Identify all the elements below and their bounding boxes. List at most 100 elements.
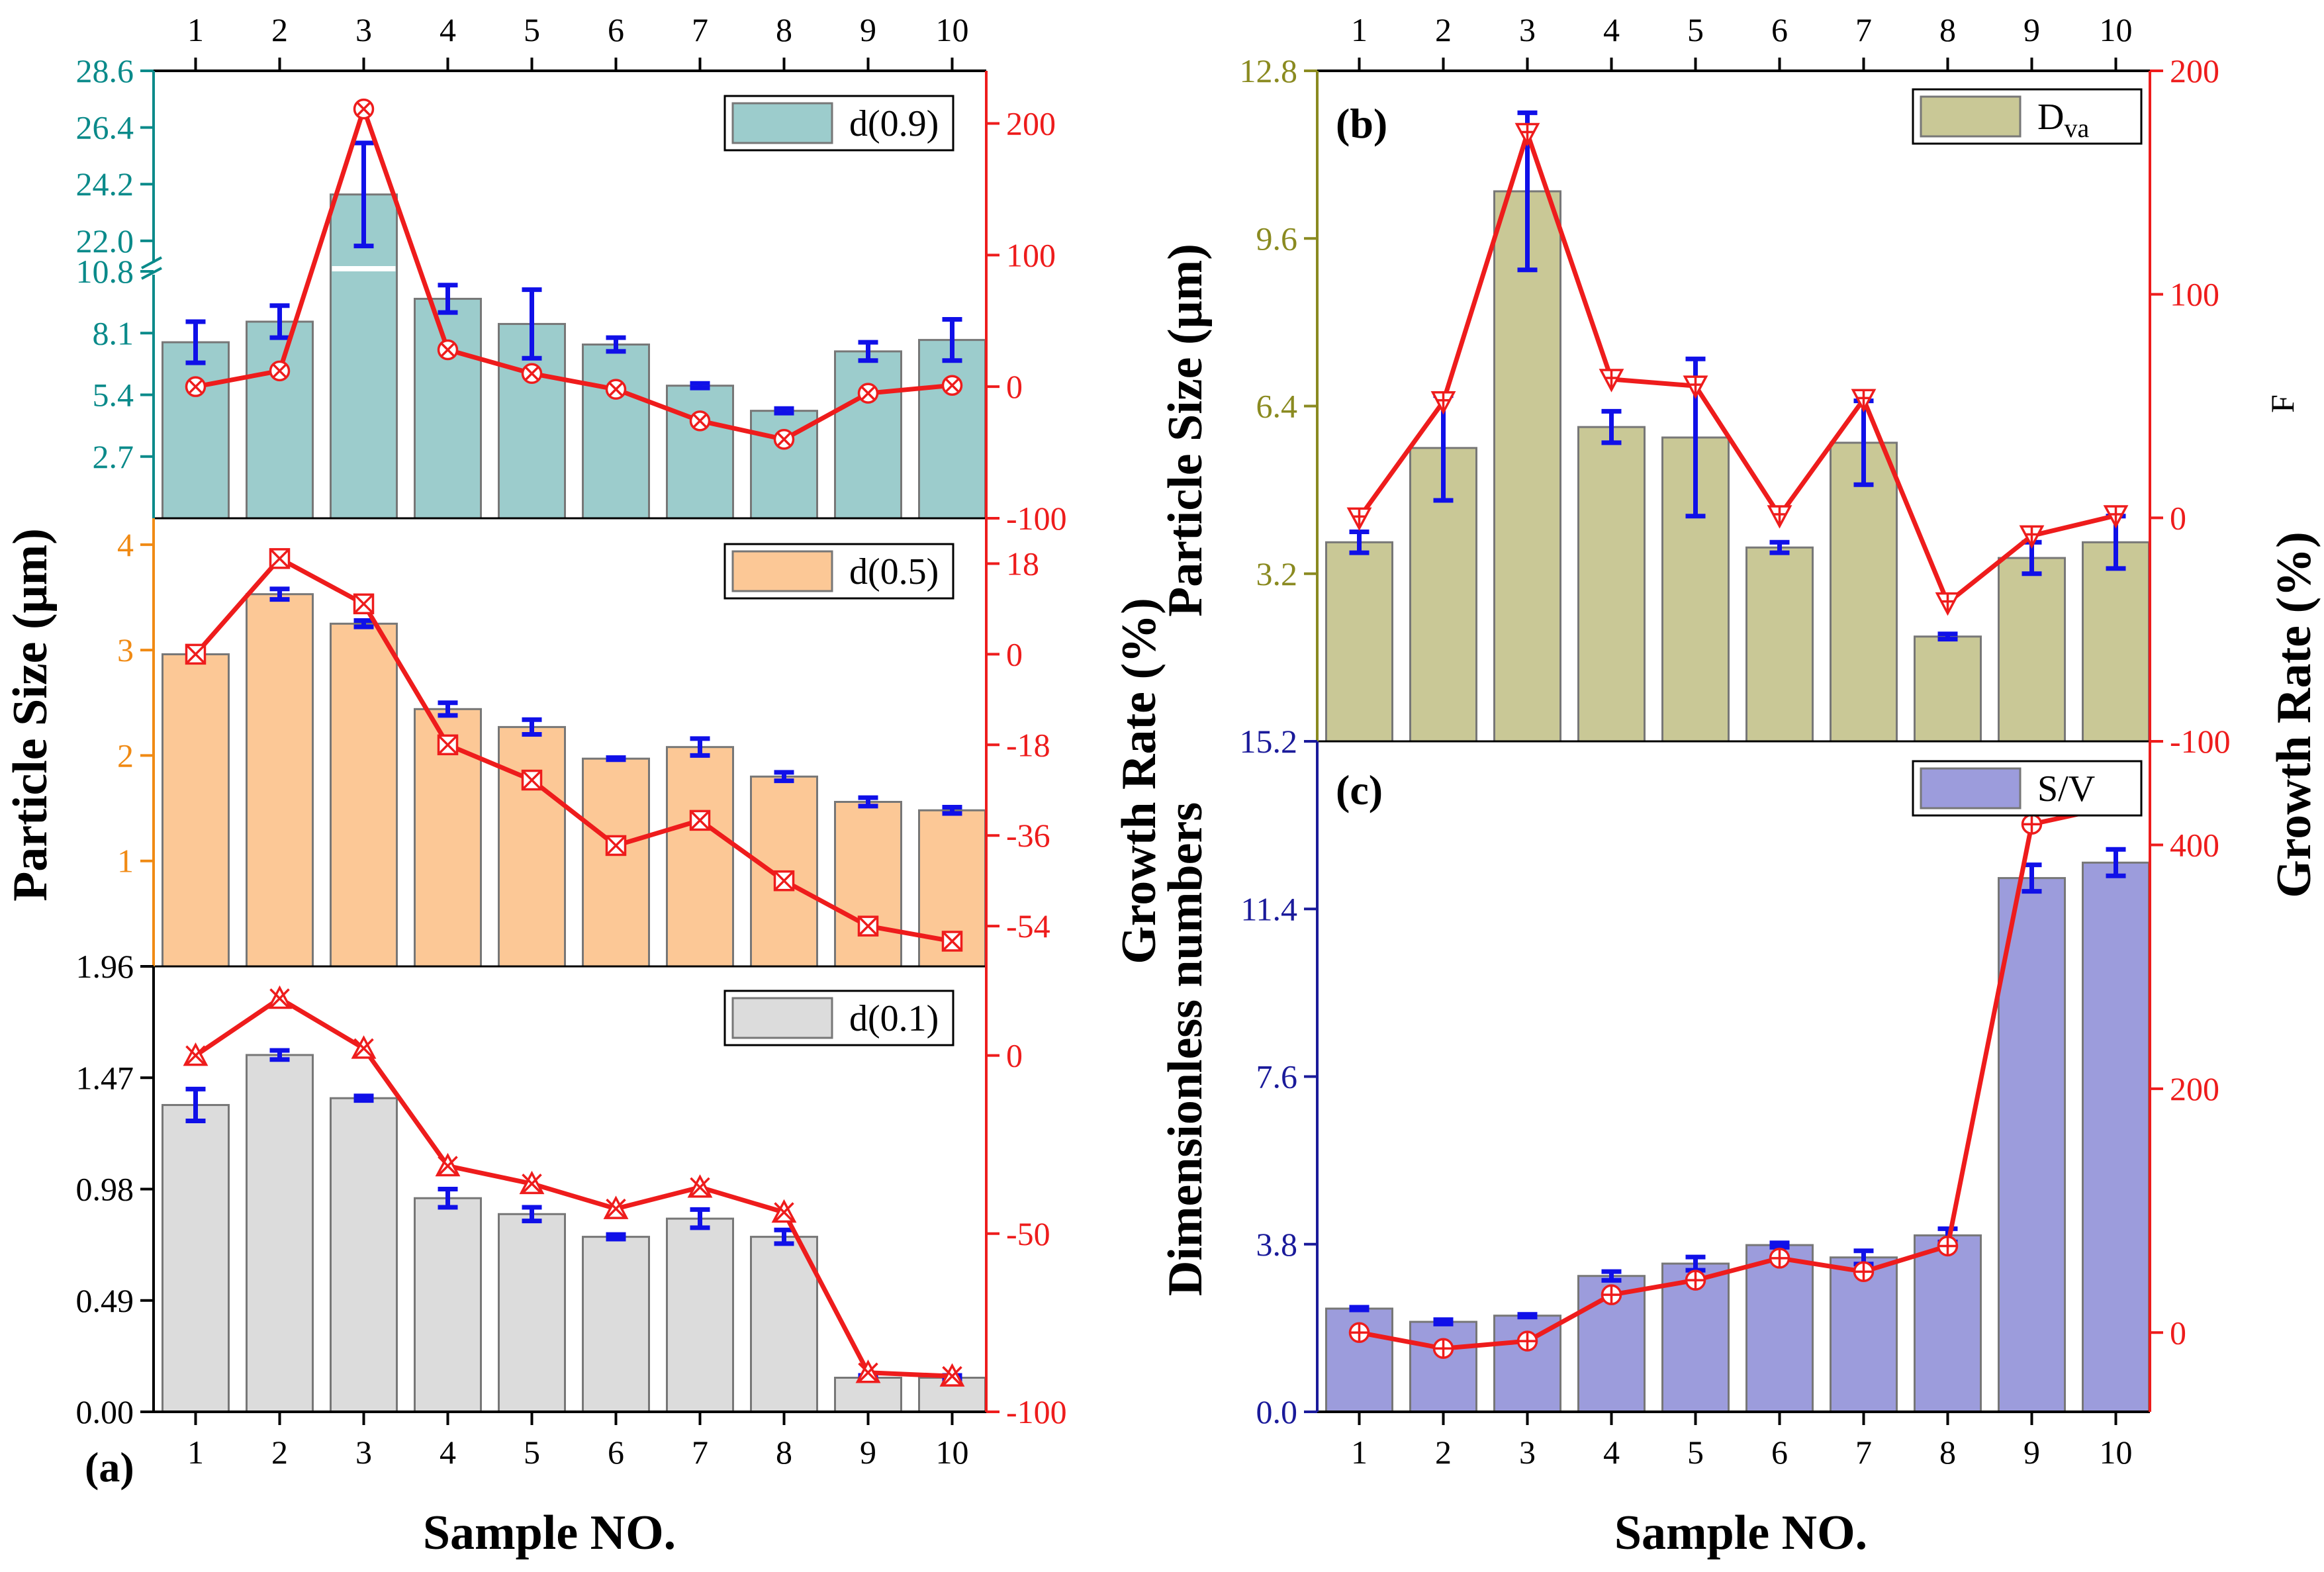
dva-marker-cross-2 <box>1436 392 1450 411</box>
d01-growth-point-7 <box>687 1174 713 1198</box>
d01-growth-ytick-label-2: 0 <box>1006 1037 1023 1074</box>
y-axis-title-growth-right: Growth Rate (%) <box>2267 532 2321 898</box>
sv-bar-2 <box>1409 1320 1477 1413</box>
d01-marker-cross-2 <box>269 988 290 1009</box>
left-xtick-label-bottom-7: 7 <box>692 1434 708 1471</box>
d09-bar-6 <box>582 344 650 520</box>
d01-growth-point-1 <box>183 1042 209 1066</box>
d09-legend-text: d(0.9) <box>849 103 939 144</box>
right-xtick-label-bottom-3: 3 <box>1519 1434 1536 1471</box>
sv-growth-point-3 <box>1516 1330 1538 1352</box>
right-xtick-label-bottom-7: 7 <box>1855 1434 1872 1471</box>
d01-ytick-label-0: 0.00 <box>76 1393 134 1430</box>
d05-bar-1 <box>162 653 230 968</box>
dva-ytick-label-0: 3.2 <box>1256 555 1298 592</box>
d09-marker-cross-5 <box>524 366 539 381</box>
dva-marker-cross-10 <box>2109 506 2123 525</box>
d01-ytick-label-1: 0.49 <box>76 1282 134 1319</box>
d09-ytick-label-7: 28.6 <box>76 52 134 89</box>
sv-marker-cross-8 <box>1938 1236 1957 1256</box>
dva-marker-cross-8 <box>1941 593 1955 612</box>
d05-bar-2 <box>246 593 314 968</box>
left-xtick-label-top-1: 1 <box>187 11 204 48</box>
d01-legend: d(0.1) <box>723 990 954 1046</box>
d09-ytick-label-6: 26.4 <box>76 109 134 146</box>
d05-growth-ytick-label-0: -54 <box>1006 907 1050 945</box>
right-xtick-label-bottom-6: 6 <box>1771 1434 1788 1471</box>
left-xtick-label-bottom-4: 4 <box>440 1434 456 1471</box>
d01-marker-cross-8 <box>774 1202 794 1223</box>
sv-marker-cross-4 <box>1602 1285 1621 1305</box>
axes-layer: 1 2 3 4 5 6 7 8 9 101 2 3 4 5 6 7 8 9 101 2 3 4 5 6 7 8 9 101 2 3 4 5 6 7… <box>76 11 2231 1471</box>
left-xtick-label-bottom-8: 8 <box>776 1434 792 1471</box>
d05-growth-ytick-label-3: 0 <box>1006 635 1023 672</box>
d01-bar-3 <box>330 1097 398 1413</box>
left-xtick-label-bottom-1: 1 <box>187 1434 204 1471</box>
d09-growth-point-8 <box>773 428 795 450</box>
d09-marker-cross-9 <box>860 385 876 401</box>
sv-growth-point-8 <box>1937 1235 1959 1257</box>
d05-bar-7 <box>666 746 734 968</box>
d01-ytick-label-4: 1.96 <box>76 948 134 985</box>
d01-growth-point-9 <box>855 1360 881 1383</box>
right-xtick-label-top-3: 3 <box>1519 11 1536 48</box>
left-xtick-label-top-2: 2 <box>271 11 288 48</box>
dva-marker-cross-6 <box>1773 506 1787 525</box>
left-xtick-label-top-5: 5 <box>524 11 540 48</box>
right-xtick-label-top-1: 1 <box>1351 11 1368 48</box>
d05-growth-point-5 <box>521 769 543 791</box>
d09-growth-line <box>195 101 953 442</box>
d09-ytick-label-5: 24.2 <box>76 165 134 203</box>
y-axis-title-particle-right: Particle Size (μm) <box>1158 244 1213 617</box>
d05-growth-point-3 <box>353 593 375 615</box>
y-axis-title-growth-left: Growth Rate (%) <box>1112 598 1166 964</box>
d09-ytick-label-0: 2.7 <box>93 438 134 475</box>
d09-marker-cross-2 <box>272 363 287 379</box>
d05-growth-point-4 <box>437 734 459 756</box>
d09-ytick-label-1: 5.4 <box>93 377 134 414</box>
d09-marker-cross-6 <box>608 381 624 397</box>
d09-ytick-label-3: 10.8 <box>76 253 134 290</box>
dva-marker-cross-4 <box>1604 369 1618 389</box>
d09-marker-cross-4 <box>440 342 455 357</box>
dva-ytick-label-2: 9.6 <box>1256 220 1298 257</box>
d09-marker-cross-7 <box>692 413 708 429</box>
right-xtick-label-bottom-5: 5 <box>1687 1434 1704 1471</box>
d01-marker-cross-10 <box>942 1365 962 1387</box>
right-xtick-label-bottom-8: 8 <box>1939 1434 1956 1471</box>
d09-growth-ytick-label-2: 100 <box>1006 236 1056 273</box>
growth-lines-layer <box>183 98 2129 1387</box>
d05-growth-point-6 <box>605 835 627 856</box>
sv-bar-6 <box>1745 1244 1814 1413</box>
dva-marker-cross-9 <box>2025 526 2039 545</box>
dva-marker-cross-3 <box>1520 124 1534 143</box>
panel-label-a: (a) <box>85 1444 134 1491</box>
d09-ytick-label-2: 8.1 <box>93 314 134 351</box>
dva-growth-ytick-label-2: 100 <box>2170 276 2219 313</box>
d09-bar-1 <box>162 341 230 520</box>
dva-ytick-label-1: 6.4 <box>1256 388 1298 425</box>
d01-bar-8 <box>750 1236 818 1413</box>
d05-ytick-label-2: 3 <box>117 631 134 669</box>
d01-bar-4 <box>414 1197 482 1413</box>
dva-bar-8 <box>1914 635 1982 743</box>
d01-growth-point-6 <box>603 1195 629 1219</box>
d09-growth-point-5 <box>521 363 543 385</box>
dva-growth-ytick-label-1: 0 <box>2170 499 2186 536</box>
d01-marker-cross-7 <box>690 1177 710 1198</box>
d05-marker-cross-10 <box>942 931 962 952</box>
d05-bar-3 <box>330 622 398 968</box>
d01-growth-line <box>194 995 953 1379</box>
sv-marker-cross-9 <box>2022 815 2041 834</box>
d01-growth-point-10 <box>939 1363 965 1387</box>
sv-legend: S/V <box>1912 760 2143 817</box>
d09-marker-cross-1 <box>188 379 203 394</box>
d01-bar-6 <box>582 1236 650 1413</box>
left-xtick-label-bottom-9: 9 <box>860 1434 876 1471</box>
d05-growth-point-8 <box>773 870 795 892</box>
dva-bar-3 <box>1493 190 1561 743</box>
d05-growth-point-1 <box>185 643 207 665</box>
stray-f-label: F <box>2264 394 2301 413</box>
left-xtick-label-top-7: 7 <box>692 11 708 48</box>
d05-bar-5 <box>498 725 566 968</box>
